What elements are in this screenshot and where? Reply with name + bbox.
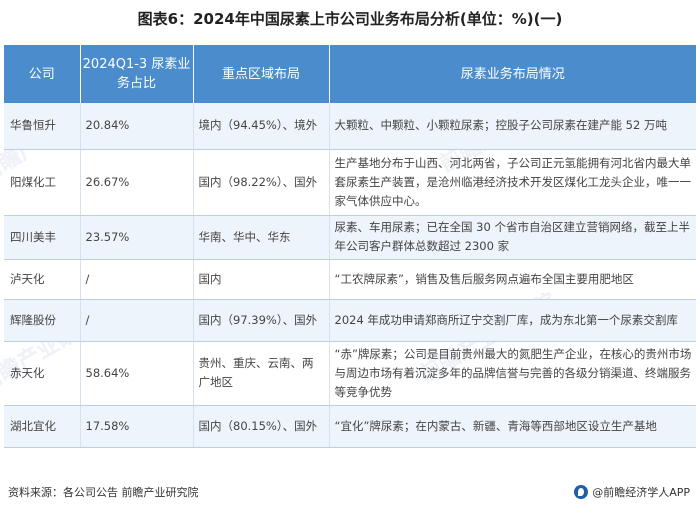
brand-logo-icon bbox=[574, 485, 589, 499]
table-row: 辉隆股份 / 国内（97.39%）、国外 2024 年成功申请郑商所辽宁交割厂库… bbox=[4, 299, 696, 342]
cell-layout: 大颗粒、中颗粒、小颗粒尿素；控股子公司尿素在建产能 52 万吨 bbox=[329, 103, 696, 150]
header-urea-share: 2024Q1-3 尿素业务占比 bbox=[80, 45, 194, 103]
table-row: 赤天化 58.64% 贵州、重庆、云南、两广地区 “赤”牌尿素；公司是目前贵州最… bbox=[4, 341, 696, 406]
cell-layout: “宜化”牌尿素；在内蒙古、新疆、青海等西部地区设立生产基地 bbox=[329, 405, 696, 448]
cell-region: 国内 bbox=[193, 259, 330, 300]
table-row: 华鲁恒升 20.84% 境内（94.45%）、境外 大颗粒、中颗粒、小颗粒尿素；… bbox=[4, 103, 696, 150]
cell-share: 20.84% bbox=[80, 103, 194, 150]
cell-share: / bbox=[80, 299, 194, 342]
header-region: 重点区域布局 bbox=[193, 45, 330, 103]
cell-company: 湖北宜化 bbox=[4, 405, 81, 448]
cell-layout: 2024 年成功申请郑商所辽宁交割厂库，成为东北第一个尿素交割库 bbox=[329, 299, 696, 342]
table-row: 四川美丰 23.57% 华南、华中、华东 尿素、车用尿素；已在全国 30 个省市… bbox=[4, 215, 696, 260]
cell-region: 国内（97.39%）、国外 bbox=[193, 299, 330, 342]
cell-region: 华南、华中、华东 bbox=[193, 215, 330, 260]
cell-company: 阳煤化工 bbox=[4, 149, 81, 216]
cell-company: 华鲁恒升 bbox=[4, 103, 81, 150]
table-header-row: 公司 2024Q1-3 尿素业务占比 重点区域布局 尿素业务布局情况 bbox=[4, 45, 696, 103]
source-note: 资料来源：各公司公告 前瞻产业研究院 bbox=[8, 486, 199, 499]
cell-region: 境内（94.45%）、境外 bbox=[193, 103, 330, 150]
table-row: 泸天化 / 国内 “工农牌尿素”，销售及售后服务网点遍布全国主要用肥地区 bbox=[4, 259, 696, 300]
cell-region: 国内（80.15%）、国外 bbox=[193, 405, 330, 448]
business-layout-table: 公司 2024Q1-3 尿素业务占比 重点区域布局 尿素业务布局情况 华鲁恒升 … bbox=[4, 45, 696, 448]
table-row: 湖北宜化 17.58% 国内（80.15%）、国外 “宜化”牌尿素；在内蒙古、新… bbox=[4, 405, 696, 448]
cell-company: 辉隆股份 bbox=[4, 299, 81, 342]
cell-region: 贵州、重庆、云南、两广地区 bbox=[193, 341, 330, 406]
header-company: 公司 bbox=[4, 45, 81, 103]
brand-credit: @前瞻经济学人APP bbox=[574, 484, 690, 500]
brand-label: @前瞻经济学人APP bbox=[592, 486, 690, 499]
cell-share: 58.64% bbox=[80, 341, 194, 406]
cell-share: 26.67% bbox=[80, 149, 194, 216]
cell-company: 赤天化 bbox=[4, 341, 81, 406]
cell-company: 四川美丰 bbox=[4, 215, 81, 260]
cell-company: 泸天化 bbox=[4, 259, 81, 300]
cell-share: / bbox=[80, 259, 194, 300]
header-layout: 尿素业务布局情况 bbox=[329, 45, 696, 103]
page-title: 图表6：2024年中国尿素上市公司业务布局分析(单位：%)(一) bbox=[137, 10, 563, 28]
cell-layout: “赤”牌尿素；公司是目前贵州最大的氮肥生产企业，在核心的贵州市场与周边市场有着沉… bbox=[329, 341, 696, 406]
cell-share: 17.58% bbox=[80, 405, 194, 448]
cell-share: 23.57% bbox=[80, 215, 194, 260]
cell-region: 国内（98.22%）、国外 bbox=[193, 149, 330, 216]
cell-layout: 生产基地分布于山西、河北两省，子公司正元氢能拥有河北省内最大单套尿素生产装置，是… bbox=[329, 149, 696, 216]
table-row: 阳煤化工 26.67% 国内（98.22%）、国外 生产基地分布于山西、河北两省… bbox=[4, 149, 696, 216]
cell-layout: “工农牌尿素”，销售及售后服务网点遍布全国主要用肥地区 bbox=[329, 259, 696, 300]
cell-layout: 尿素、车用尿素；已在全国 30 个省市自治区建立营销网络，截至上半年公司客户群体… bbox=[329, 215, 696, 260]
